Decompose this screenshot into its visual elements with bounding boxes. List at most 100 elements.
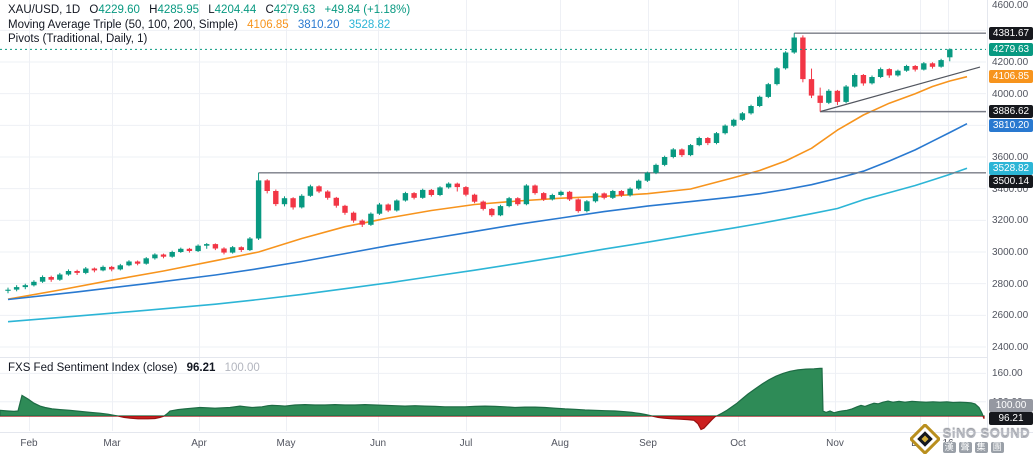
- candle-body: [31, 281, 37, 286]
- candle-body: [143, 258, 149, 264]
- sentiment-indicator-legend[interactable]: FXS Fed Sentiment Index (close) 96.21 10…: [8, 362, 260, 374]
- time-axis[interactable]: FebMarAprMayJunJulAugSepOctNovDec16: [0, 432, 1033, 456]
- candle-body: [575, 199, 581, 212]
- symbol-interval-label[interactable]: XAU/USD, 1D: [8, 4, 81, 16]
- price-axis-badge: 4381.67: [989, 26, 1033, 40]
- candle-body: [229, 247, 236, 253]
- price-tick-label: 3000.00: [992, 246, 1029, 258]
- watermark-brand-text: SiNO SOUND: [942, 425, 1030, 441]
- candle-body: [204, 244, 210, 246]
- candle-body: [601, 193, 607, 198]
- candle-body: [428, 189, 435, 195]
- candle-body: [394, 200, 400, 211]
- open-label: O: [89, 4, 99, 16]
- price-tick-label: 4200.00: [992, 57, 1029, 68]
- cjk-char: 聲: [958, 441, 972, 453]
- price-tick-label: 4600.00: [992, 0, 1029, 11]
- candle-body: [281, 198, 288, 205]
- candle-body: [834, 90, 841, 102]
- candle-body: [558, 191, 564, 195]
- candle-body: [843, 86, 849, 102]
- time-axis-label: Mar: [103, 438, 121, 449]
- ma-indicator-label[interactable]: Moving Average Triple (50, 100, 200, Sim…: [8, 18, 238, 31]
- candles-layer: [5, 33, 953, 294]
- cjk-char: 團: [990, 441, 1004, 453]
- sentiment-indicator-label[interactable]: FXS Fed Sentiment Index (close): [8, 362, 178, 374]
- candle-body: [411, 193, 417, 198]
- candle-body: [13, 287, 20, 290]
- close-value: 4279.63: [273, 4, 316, 16]
- ma200-value: 3528.82: [348, 18, 391, 31]
- candle-body: [238, 247, 244, 250]
- time-axis-label: Oct: [730, 438, 746, 449]
- low-value: 4204.44: [214, 4, 257, 16]
- ma50-value: 4106.85: [247, 18, 289, 31]
- candle-body: [342, 205, 348, 213]
- candle-body: [169, 252, 175, 257]
- time-axis-label: Apr: [191, 438, 207, 449]
- sentiment-value: 96.21: [186, 362, 216, 374]
- price-tick-label: 3600.00: [992, 151, 1029, 163]
- price-tick-label: 2400.00: [992, 341, 1029, 353]
- candle-body: [748, 106, 754, 114]
- change-value: +49.84 (+1.18%): [324, 4, 411, 16]
- candle-body: [877, 69, 884, 77]
- pivots-indicator-label[interactable]: Pivots (Traditional, Daily, 1): [8, 33, 148, 45]
- candle-body: [921, 63, 927, 70]
- candle-body: [705, 138, 711, 144]
- candle-body: [376, 204, 383, 214]
- candle-body: [221, 248, 227, 253]
- candle-body: [264, 180, 270, 191]
- time-axis-label: May: [276, 438, 296, 449]
- candle-body: [368, 213, 374, 225]
- low-label: L: [208, 4, 215, 16]
- price-axis-badge: 3810.20: [989, 118, 1033, 132]
- candle-body: [852, 75, 858, 87]
- candle-body: [186, 248, 193, 251]
- candle-body: [91, 268, 98, 271]
- candle-body: [653, 164, 659, 173]
- ma-line-50: [7, 75, 968, 300]
- candle-body: [316, 186, 322, 192]
- price-axis-badge: 4106.85: [989, 70, 1033, 84]
- price-axis-badge: 3528.82: [989, 161, 1033, 175]
- sentiment-axis-badge: 96.21: [989, 412, 1033, 426]
- candle-body: [333, 197, 339, 206]
- candle-body: [22, 285, 28, 288]
- candle-body: [445, 183, 452, 188]
- candle-body: [420, 189, 426, 198]
- pivots-indicator-row[interactable]: Pivots (Traditional, Daily, 1): [8, 32, 410, 47]
- close-label: C: [265, 4, 274, 16]
- candle-body: [325, 191, 331, 198]
- main-chart-legend[interactable]: XAU/USD, 1D O4229.60 H4285.95 L4204.44 C…: [8, 3, 410, 47]
- watermark-cjk-text: 漢 聲 集 團: [942, 441, 1030, 453]
- candle-body: [307, 186, 314, 196]
- sentiment-area-positive: [0, 367, 985, 416]
- candle-body: [255, 180, 262, 239]
- candle-body: [808, 79, 815, 96]
- candle-body: [791, 37, 797, 53]
- ma-indicator-row[interactable]: Moving Average Triple (50, 100, 200, Sim…: [8, 18, 410, 33]
- candle-body: [5, 289, 11, 291]
- candle-body: [152, 254, 158, 259]
- candle-body: [817, 95, 823, 103]
- candle-body: [195, 245, 201, 252]
- sentiment-baseline-value: 100.00: [224, 362, 260, 374]
- candle-body: [109, 266, 115, 270]
- candle-body: [549, 195, 555, 200]
- candle-body: [947, 49, 953, 58]
- time-axis-label: Jun: [369, 438, 387, 449]
- candle-body: [532, 185, 538, 194]
- candle-body: [350, 212, 357, 221]
- symbol-ohlc-row[interactable]: XAU/USD, 1D O4229.60 H4285.95 L4204.44 C…: [8, 3, 410, 18]
- price-axis[interactable]: 4600.00 4200.00 4000.00 3600.00 3400.00 3200.…: [987, 0, 1033, 432]
- candle-body: [247, 238, 253, 251]
- candle-body: [731, 119, 737, 126]
- high-value: 4285.95: [157, 4, 200, 16]
- price-axis-badge: 3886.62: [989, 105, 1033, 119]
- candle-body: [402, 193, 409, 201]
- candle-body: [670, 149, 676, 157]
- candle-body: [299, 195, 305, 208]
- price-tick-label: 3200.00: [992, 215, 1029, 227]
